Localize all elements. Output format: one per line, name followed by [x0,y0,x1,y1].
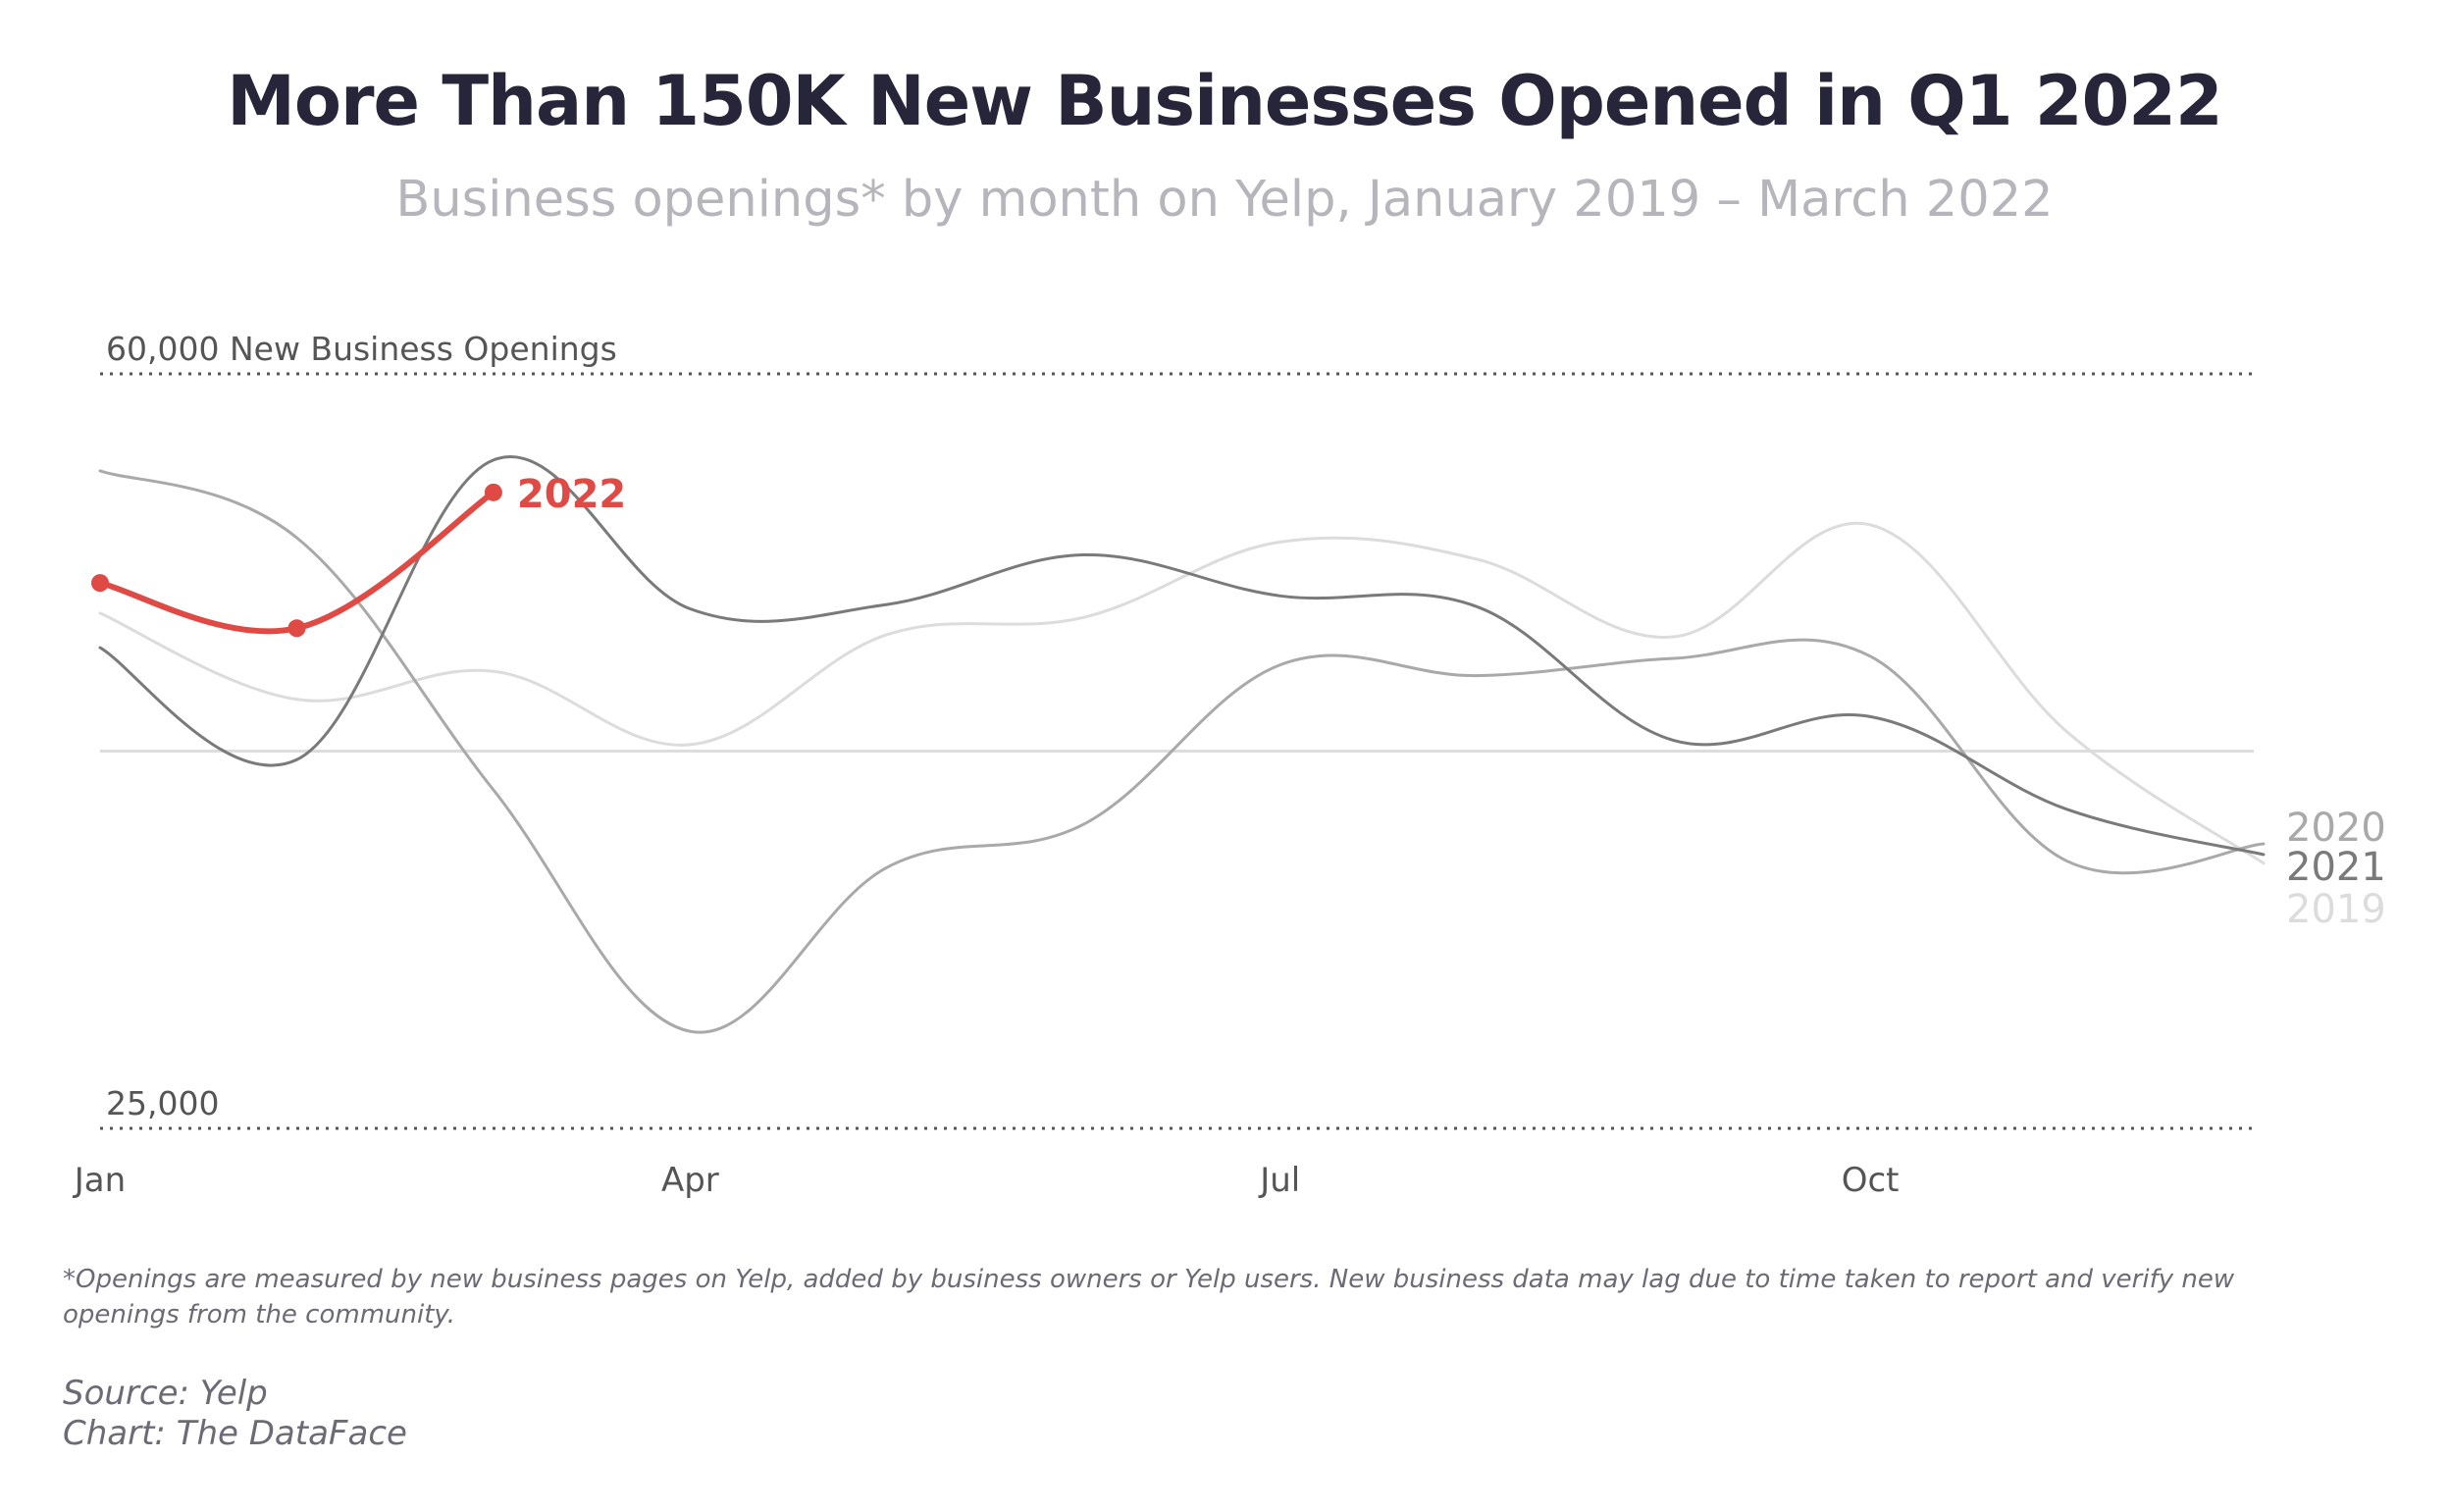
chart-subtitle: Business openings* by month on Yelp, Jan… [395,171,2054,229]
series-line-2021 [98,455,2266,857]
gridline-label-25000: 25,000 [106,1084,219,1122]
x-tick-label-oct: Oct [1842,1161,1900,1200]
chart-labels: 60,000 New Business Openings 25,000 Jan Apr… [73,330,2386,1200]
gridlines [100,372,2254,1130]
chart-title: More Than 150K New Businesses Opened in … [227,61,2222,141]
data-point-2022-feb [287,619,306,638]
x-tick-label-jan: Jan [73,1161,126,1200]
x-tick-label-apr: Apr [661,1161,719,1200]
gridline-label-60000: 60,000 New Business Openings [106,330,617,368]
series-label-2020: 2020 [2286,806,2386,851]
data-point-2022-jan [91,574,109,593]
series-line-2020 [98,469,2266,1034]
series-label-2022: 2022 [517,472,626,517]
series-label-2019: 2019 [2286,887,2386,932]
series-lines [91,455,2266,1034]
credits: Source: Yelp Chart: The DataFace [63,1374,407,1454]
series-line-2019 [98,521,2266,865]
data-point-2022-mar [484,483,502,501]
series-line-2022 [97,489,496,635]
footnote: *Openings are measured by new business p… [63,1265,2235,1330]
series-label-2021: 2021 [2286,845,2386,890]
x-tick-label-jul: Jul [1258,1161,1300,1200]
source-text: Source: Yelp [63,1374,268,1413]
chart-credit: Chart: The DataFace [63,1414,407,1453]
